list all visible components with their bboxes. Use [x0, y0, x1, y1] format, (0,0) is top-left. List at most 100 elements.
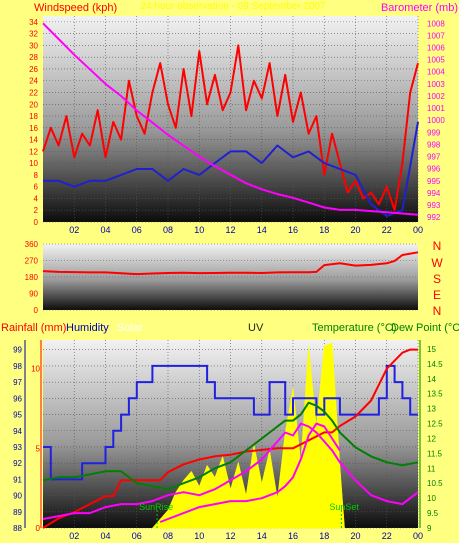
temperature-axis-title: Temperature (°C) [312, 322, 396, 334]
windspeed-tick-label: 24 [29, 77, 38, 86]
windspeed-tick-label: 14 [29, 136, 38, 145]
temperature-tick-label: 9 [427, 524, 432, 533]
barometer-tick-label: 992 [427, 213, 441, 222]
temperature-tick-label: 14 [427, 375, 436, 384]
windspeed-tick-label: 32 [29, 30, 38, 39]
barometer-tick-label: 999 [427, 128, 441, 137]
series-wind-direction [42, 251, 419, 276]
x-tick-label: 10 [194, 531, 204, 541]
humidity-tick-label: 93 [13, 443, 22, 452]
windspeed-tick-label: 30 [29, 41, 38, 50]
barometer-tick-label: 1004 [427, 68, 445, 77]
barometer-tick-label: 1006 [427, 44, 445, 53]
temperature-tick-label: 12 [427, 434, 436, 443]
compass-west: W [431, 256, 443, 270]
humidity-tick-label: 90 [13, 492, 22, 501]
windspeed-tick-label: 2 [34, 206, 39, 215]
direction-tick-label: 90 [29, 290, 38, 299]
windspeed-tick-label: 0 [34, 218, 39, 227]
barometer-tick-label: 1008 [427, 19, 445, 28]
x-tick-label: 22 [382, 225, 392, 235]
compass-north-bottom: N [433, 304, 442, 318]
windspeed-tick-label: 6 [34, 183, 39, 192]
temperature-tick-label: 13.5 [427, 390, 443, 399]
temperature-tick-label: 11.5 [427, 449, 443, 458]
x-tick-label: 04 [100, 531, 110, 541]
humidity-tick-label: 88 [13, 524, 22, 533]
x-tick-label: 06 [132, 225, 142, 235]
temperature-tick-label: 11 [427, 464, 436, 473]
series-dew-point-c [42, 422, 419, 520]
humidity-axis-title: Humidity [66, 322, 109, 334]
x-tick-label: 00 [413, 225, 423, 235]
x-tick-label: 06 [132, 531, 142, 541]
rainfall-axis-title: Rainfall (mm) [1, 322, 66, 334]
rainfall-tick-label: 5 [36, 444, 41, 453]
humidity-tick-label: 95 [13, 411, 22, 420]
temperature-tick-label: 9.5 [427, 509, 439, 518]
humidity-tick-label: 89 [13, 508, 22, 517]
x-tick-label: 20 [350, 531, 360, 541]
barometer-tick-label: 1002 [427, 92, 445, 101]
sunrise-label: SunRise [139, 502, 173, 512]
series-barometer-mb [42, 22, 419, 216]
series-wind-average [43, 121, 419, 218]
humidity-tick-label: 92 [13, 459, 22, 468]
rainfall-tick-label: 0 [36, 524, 41, 533]
barometer-tick-label: 997 [427, 153, 441, 162]
compass-south: S [433, 272, 441, 286]
windspeed-tick-label: 18 [29, 112, 38, 121]
x-tick-label: 00 [413, 531, 423, 541]
windspeed-tick-label: 20 [29, 100, 38, 109]
temperature-tick-label: 10.5 [427, 479, 443, 488]
x-tick-label: 16 [288, 531, 298, 541]
series-temperature-c [42, 401, 419, 491]
barometer-axis-title: Barometer (mb) [381, 2, 458, 14]
temperature-tick-label: 12.5 [427, 420, 443, 429]
compass-north-top: N [433, 239, 442, 253]
windspeed-tick-label: 34 [29, 18, 38, 27]
sunset-label: SunSet [329, 502, 359, 512]
windspeed-tick-label: 28 [29, 53, 38, 62]
x-tick-label: 12 [225, 531, 235, 541]
temperature-tick-label: 14.5 [427, 360, 443, 369]
x-tick-label: 18 [319, 225, 329, 235]
barometer-tick-label: 994 [427, 189, 441, 198]
windspeed-axis-title: Windspeed (kph) [34, 2, 117, 14]
x-tick-label: 02 [69, 225, 79, 235]
direction-tick-label: 180 [25, 273, 39, 282]
humidity-tick-label: 98 [13, 362, 22, 371]
barometer-tick-label: 998 [427, 140, 441, 149]
humidity-tick-label: 94 [13, 427, 22, 436]
barometer-tick-label: 995 [427, 177, 441, 186]
x-tick-label: 22 [382, 531, 392, 541]
x-tick-label: 18 [319, 531, 329, 541]
barometer-tick-label: 1007 [427, 31, 445, 40]
humidity-tick-label: 96 [13, 394, 22, 403]
humidity-tick-label: 99 [13, 346, 22, 355]
barometer-tick-label: 1001 [427, 104, 445, 113]
x-tick-label: 08 [163, 531, 173, 541]
x-tick-label: 20 [350, 225, 360, 235]
windspeed-tick-label: 16 [29, 124, 38, 133]
x-tick-label: 08 [163, 225, 173, 235]
humidity-tick-label: 91 [13, 475, 22, 484]
temperature-tick-label: 13 [427, 405, 436, 414]
barometer-tick-label: 1000 [427, 116, 445, 125]
direction-tick-label: 360 [25, 240, 39, 249]
windspeed-tick-label: 4 [34, 194, 39, 203]
humidity-tick-label: 97 [13, 378, 22, 387]
x-tick-label: 04 [100, 225, 110, 235]
compass-east: E [433, 288, 441, 302]
uv-label: UV [248, 322, 264, 334]
windspeed-tick-label: 22 [29, 89, 38, 98]
x-tick-label: 16 [288, 225, 298, 235]
windspeed-tick-label: 26 [29, 65, 38, 74]
direction-tick-label: 0 [34, 306, 39, 315]
series-uv [159, 422, 341, 523]
chart-title: 24 hour observation - 09 September 2007 [140, 1, 326, 12]
barometer-tick-label: 996 [427, 165, 441, 174]
temperature-tick-label: 15 [427, 345, 436, 354]
barometer-tick-label: 1003 [427, 80, 445, 89]
